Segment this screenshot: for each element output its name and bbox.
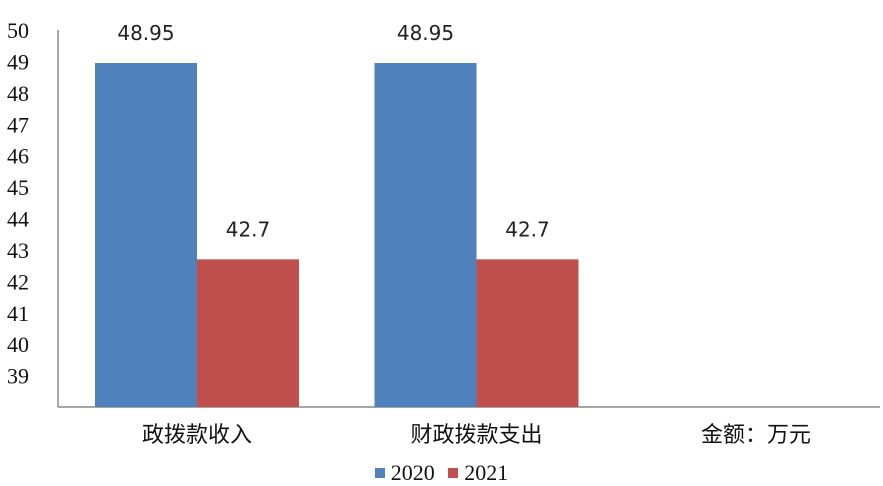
y-tick-label: 44 <box>7 207 29 232</box>
bars <box>95 62 579 408</box>
data-label-2021-cat-1: 42.7 <box>505 217 550 241</box>
legend-item-2021: 2021 <box>448 460 508 486</box>
y-tick-label: 42 <box>7 269 29 294</box>
legend-label-2021: 2021 <box>464 460 509 485</box>
legend-swatch-2021 <box>448 468 459 478</box>
legend-swatch-2020 <box>374 468 385 478</box>
category-label: 政拨款收入 <box>142 423 252 448</box>
data-label-2021-cat-0: 42.7 <box>226 217 271 241</box>
category-label: 金额：万元 <box>701 423 811 448</box>
y-axis-ticks: 39 40 41 42 43 44 45 46 47 48 49 50 <box>7 18 29 389</box>
y-tick-label: 39 <box>7 364 29 389</box>
bar-2021-cat-1 <box>476 259 579 407</box>
category-label: 财政拨款支出 <box>410 423 542 448</box>
y-tick-label: 47 <box>7 112 29 137</box>
y-tick-label: 41 <box>7 301 29 326</box>
y-tick-label: 43 <box>7 238 29 263</box>
y-tick-label: 50 <box>7 18 29 43</box>
bar-2020-cat-1 <box>374 62 477 408</box>
data-label-2020-cat-0: 48.95 <box>117 21 174 45</box>
bar-2021-cat-0 <box>197 259 299 407</box>
legend-item-2020: 2020 <box>374 460 435 486</box>
y-tick-label: 49 <box>7 49 29 74</box>
data-label-2020-cat-1: 48.95 <box>397 21 454 45</box>
bar-2020-cat-0 <box>95 62 197 408</box>
legend: 2020 2021 <box>0 458 883 486</box>
data-labels: 48.95 42.7 48.95 42.7 <box>117 21 549 241</box>
y-tick-label: 45 <box>7 175 29 200</box>
y-tick-label: 46 <box>7 144 29 169</box>
y-tick-label: 48 <box>7 81 29 106</box>
legend-label-2020: 2020 <box>390 460 435 485</box>
y-tick-label: 40 <box>7 332 29 357</box>
category-labels: 政拨款收入 财政拨款支出 金额：万元 <box>142 423 811 448</box>
